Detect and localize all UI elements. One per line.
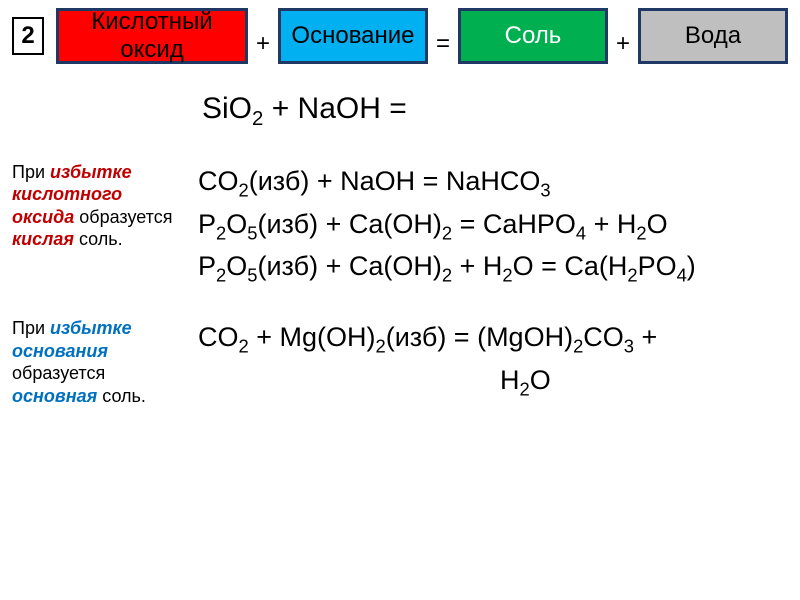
eq4-a: P (198, 251, 216, 281)
term-base-label: Основание (291, 22, 414, 50)
equation-3: P2O5(изб) + Ca(OH)2 = CaHPO4 + H2O (198, 204, 696, 247)
eq3-as: 2 (216, 222, 226, 243)
eq1-part1: SiO (202, 92, 252, 125)
term-water: Вода (638, 8, 788, 64)
note-excess-acid: При избытке кислотного оксида образуется… (12, 161, 180, 290)
eq5-c: (изб) = (MgOH) (386, 322, 573, 352)
eq5-b: + Mg(OH) (249, 322, 376, 352)
term-salt-label: Соль (505, 22, 562, 50)
term-acid-oxide: Кислотный оксид (56, 8, 248, 64)
eq4-es: 2 (627, 265, 637, 286)
eq4-d: + H (452, 251, 502, 281)
note1-t3: образуется (74, 207, 172, 227)
equations-base-excess: CO2 + Mg(OH)2(изб) = (MgOH)2CO3 + H2O (198, 317, 657, 407)
note2-t1: При (12, 318, 50, 338)
eq3-f: O (647, 209, 668, 239)
eq4-as: 2 (216, 265, 226, 286)
reaction-scheme: 2 Кислотный оксид + Основание = Соль + В… (12, 8, 788, 64)
term-acid-oxide-label: Кислотный оксид (73, 8, 231, 63)
note2-t5: соль. (97, 386, 146, 406)
equations-acid-excess: CO2(изб) + NaOH = NaHCO3 P2O5(изб) + Ca(… (198, 161, 696, 290)
eq4-b: O (226, 251, 247, 281)
note2-t3: образуется (12, 363, 105, 383)
eq3-bs: 5 (247, 222, 257, 243)
note2-t4: основная (12, 386, 97, 406)
eq5-a: CO (198, 322, 239, 352)
eq4-fs: 4 (677, 265, 687, 286)
eq4-g: ) (687, 251, 696, 281)
note1-t4: кислая (12, 229, 74, 249)
eq5-bs: 2 (375, 336, 385, 357)
eq4-f: PO (638, 251, 677, 281)
eq4-cs: 2 (442, 265, 452, 286)
eq1-part2: + NaOH = (263, 92, 406, 125)
term-salt: Соль (458, 8, 608, 64)
eq5-ds: 3 (624, 336, 634, 357)
eq4-bs: 5 (247, 265, 257, 286)
eq4-ds: 2 (502, 265, 512, 286)
scheme-number: 2 (21, 22, 34, 50)
eq4-c: (изб) + Ca(OH) (257, 251, 441, 281)
block-excess-acid: При избытке кислотного оксида образуется… (12, 161, 788, 290)
eq3-es: 2 (636, 222, 646, 243)
eq3-ds: 4 (576, 222, 586, 243)
eq2-bs: 3 (540, 179, 550, 200)
term-base: Основание (278, 8, 428, 64)
eq5-as: 2 (239, 336, 249, 357)
eq5-d: CO (583, 322, 624, 352)
eq4-e: O = Ca(H (513, 251, 628, 281)
eq5-cs: 2 (573, 336, 583, 357)
eq3-e: + H (586, 209, 636, 239)
note1-t5: соль. (74, 229, 123, 249)
eq3-a: P (198, 209, 216, 239)
op-plus-1: + (254, 30, 272, 58)
op-plus-2: + (614, 30, 632, 58)
term-water-label: Вода (685, 22, 741, 50)
eq3-cs: 2 (442, 222, 452, 243)
eq3-d: = CaHPO (452, 209, 576, 239)
eq5-l2b: O (530, 365, 551, 395)
equation-5-line1: CO2 + Mg(OH)2(изб) = (MgOH)2CO3 + (198, 317, 657, 360)
eq2-a: CO (198, 166, 239, 196)
equation-1: SiO2 + NaOH = (202, 86, 788, 135)
eq3-b: O (226, 209, 247, 239)
scheme-number-box: 2 (12, 17, 44, 55)
equation-5-line2: H2O (198, 360, 657, 403)
eq2-as: 2 (239, 179, 249, 200)
block-excess-base: При избытке основания образуется основна… (12, 317, 788, 407)
equation-2: CO2(изб) + NaOH = NaHCO3 (198, 161, 696, 204)
eq5-e: + (634, 322, 657, 352)
op-eq: = (434, 30, 452, 58)
eq1-sub1: 2 (252, 108, 263, 130)
note1-t1: При (12, 162, 50, 182)
slide: 2 Кислотный оксид + Основание = Соль + В… (0, 0, 800, 600)
eq2-b: (изб) + NaOH = NaHCO (249, 166, 541, 196)
eq5-l2a: H (500, 365, 520, 395)
eq3-c: (изб) + Ca(OH) (257, 209, 441, 239)
eq5-l2s: 2 (520, 379, 530, 400)
equation-4: P2O5(изб) + Ca(OH)2 + H2O = Ca(H2PO4) (198, 246, 696, 289)
note-excess-base: При избытке основания образуется основна… (12, 317, 180, 407)
